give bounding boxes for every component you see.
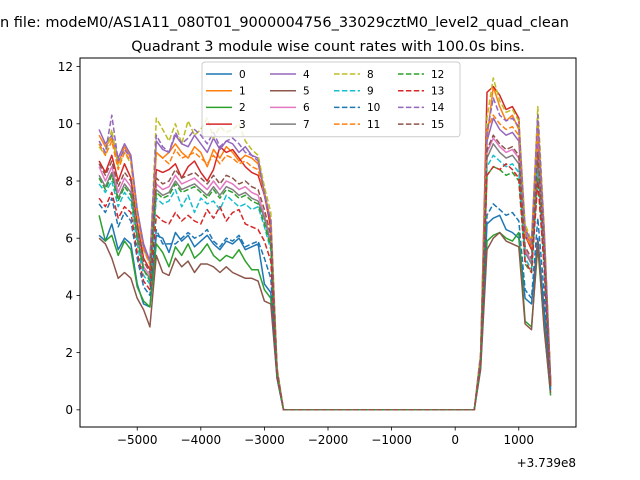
series-line-12 <box>98 165 552 411</box>
x-tick-label: −4000 <box>181 433 222 447</box>
chart-title: Quadrant 3 module wise count rates with … <box>131 39 525 55</box>
legend-label-6: 6 <box>303 102 310 114</box>
y-tick-label: 0 <box>65 403 73 417</box>
y-tick-label: 12 <box>58 60 73 74</box>
y-axis: 0 2 4 6 8 10 12 <box>58 60 80 417</box>
legend-frame <box>201 61 461 138</box>
legend-label-8: 8 <box>367 69 374 81</box>
legend-label-7: 7 <box>303 119 310 131</box>
legend-label-4: 4 <box>303 69 310 81</box>
series-line-15 <box>98 134 552 411</box>
legend-label-2: 2 <box>239 102 246 114</box>
x-axis: −5000 −4000 −3000 −2000 −1000 0 1000 <box>117 427 534 447</box>
y-tick-label: 2 <box>65 346 73 360</box>
legend-label-1: 1 <box>239 86 246 98</box>
figure-suptitle: n file: modeM0/AS1A11_080T01_9000004756_… <box>0 15 569 31</box>
legend-label-14: 14 <box>431 102 445 114</box>
legend-label-3: 3 <box>239 119 246 131</box>
x-tick-label: −3000 <box>244 433 285 447</box>
legend-label-13: 13 <box>431 86 444 98</box>
x-tick-label: −1000 <box>371 433 412 447</box>
y-tick-label: 6 <box>65 232 73 246</box>
legend-label-5: 5 <box>303 86 310 98</box>
y-tick-label: 8 <box>65 174 73 188</box>
x-tick-label: 0 <box>451 433 459 447</box>
series-layer <box>98 77 552 411</box>
legend-label-12: 12 <box>431 69 444 81</box>
x-offset-text: +3.739e8 <box>517 456 576 470</box>
series-line-14 <box>98 97 552 411</box>
legend-label-10: 10 <box>367 102 380 114</box>
legend-label-11: 11 <box>367 119 380 131</box>
legend-label-15: 15 <box>431 119 444 131</box>
y-tick-label: 4 <box>65 289 73 303</box>
x-tick-label: 1000 <box>503 433 534 447</box>
x-tick-label: −5000 <box>117 433 158 447</box>
legend-label-9: 9 <box>367 86 374 98</box>
y-tick-label: 10 <box>58 117 73 131</box>
legend-label-0: 0 <box>239 69 246 81</box>
x-tick-label: −2000 <box>308 433 349 447</box>
